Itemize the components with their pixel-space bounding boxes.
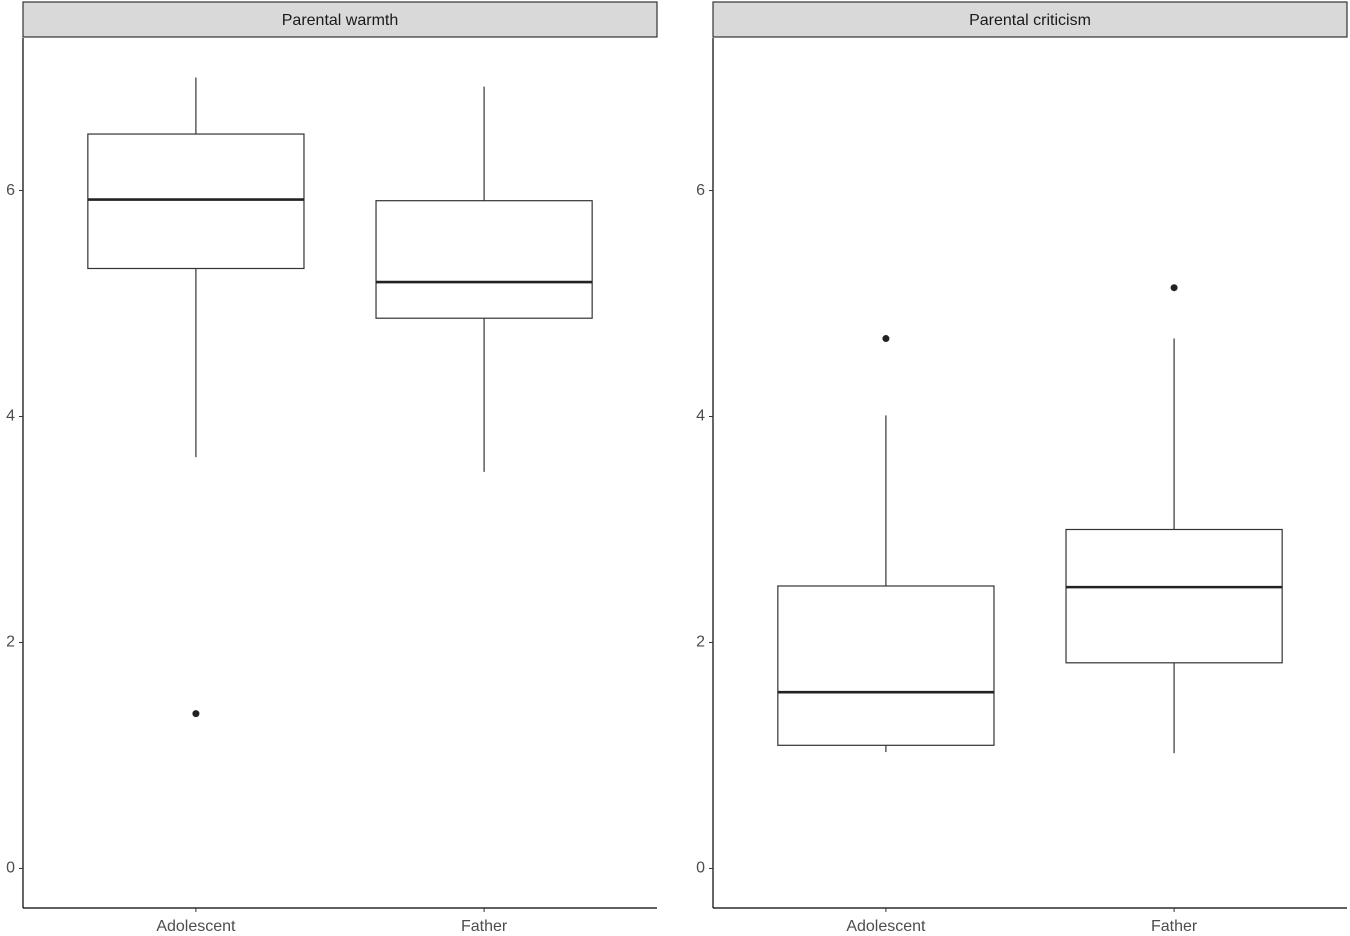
strip xyxy=(22,1,658,38)
outlier xyxy=(192,710,200,718)
box xyxy=(87,133,305,270)
y-tick-label: 0 xyxy=(6,860,15,877)
y-tick-label: 2 xyxy=(696,634,705,651)
panel-title: Parental criticism xyxy=(969,12,1091,29)
box xyxy=(777,585,995,746)
y-tick-label: 6 xyxy=(696,182,705,199)
y-tick-label: 6 xyxy=(6,182,15,199)
y-tick-label: 2 xyxy=(6,634,15,651)
y-tick-label: 0 xyxy=(696,860,705,877)
y-tick-label: 4 xyxy=(6,408,15,425)
y-tick-label: 4 xyxy=(696,408,705,425)
x-tick-label: Father xyxy=(1151,918,1198,935)
x-tick-label: Adolescent xyxy=(156,918,236,935)
outlier xyxy=(882,335,890,343)
outlier xyxy=(1170,284,1178,292)
x-tick-label: Adolescent xyxy=(846,918,926,935)
box xyxy=(375,200,593,319)
strip xyxy=(712,1,1348,38)
panel-title: Parental warmth xyxy=(282,12,399,29)
box xyxy=(1065,528,1283,664)
x-tick-label: Father xyxy=(461,918,508,935)
